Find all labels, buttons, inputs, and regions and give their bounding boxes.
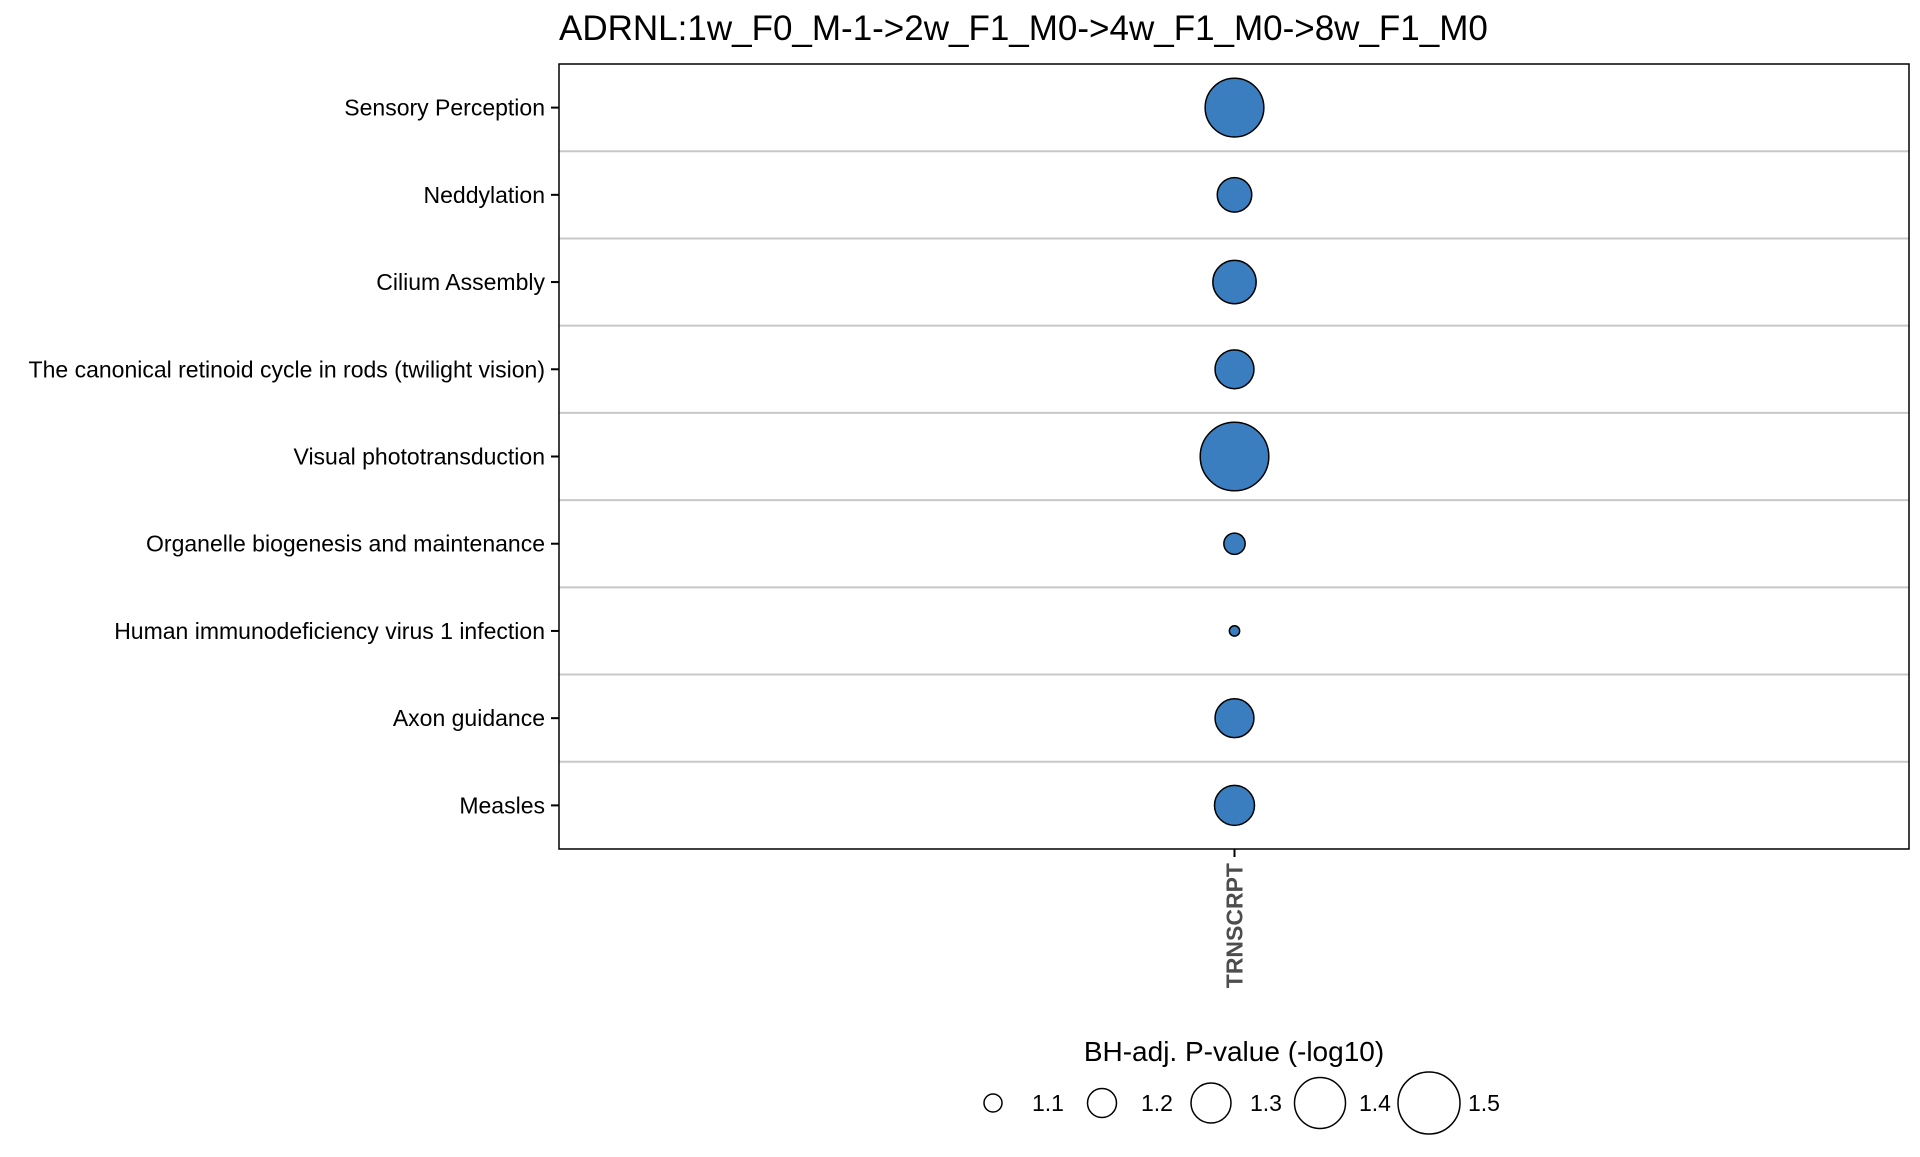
legend-key-circle — [1190, 1082, 1232, 1124]
y-tick-label: Visual phototransduction — [294, 444, 545, 470]
chart-title: ADRNL:1w_F0_M-1->2w_F1_M0->4w_F1_M0->8w_… — [559, 9, 1488, 48]
legend-title: BH-adj. P-value (-log10) — [1084, 1036, 1384, 1067]
legend-key-circle — [983, 1093, 1003, 1113]
legend-key-circle — [1397, 1071, 1461, 1135]
data-point — [1204, 77, 1265, 138]
data-point — [1212, 259, 1257, 305]
legend-label: 1.1 — [1032, 1090, 1064, 1116]
y-tick-label: Neddylation — [424, 182, 545, 208]
data-point — [1216, 176, 1253, 213]
y-tick-label: Organelle biogenesis and maintenance — [146, 531, 545, 557]
data-point — [1223, 532, 1246, 556]
legend-label: 1.3 — [1250, 1090, 1282, 1116]
y-tick-label: The canonical retinoid cycle in rods (tw… — [29, 356, 545, 382]
legend-label: 1.5 — [1468, 1090, 1500, 1116]
data-point — [1213, 784, 1256, 827]
y-tick-label: Human immunodeficiency virus 1 infection — [114, 618, 545, 644]
data-point — [1214, 697, 1255, 739]
legend-label: 1.2 — [1141, 1090, 1173, 1116]
legend-key-circle — [1293, 1076, 1347, 1130]
y-tick-label: Sensory Perception — [344, 95, 545, 121]
y-tick-label: Axon guidance — [393, 705, 545, 731]
x-tick-label: TRNSCRPT — [1222, 863, 1248, 988]
y-tick-label: Measles — [459, 792, 545, 818]
data-point — [1199, 421, 1270, 492]
legend-key-circle — [1086, 1087, 1118, 1119]
legend-label: 1.4 — [1359, 1090, 1391, 1116]
y-tick-label: Cilium Assembly — [376, 269, 545, 295]
data-point — [1228, 625, 1241, 637]
data-point — [1214, 349, 1255, 390]
